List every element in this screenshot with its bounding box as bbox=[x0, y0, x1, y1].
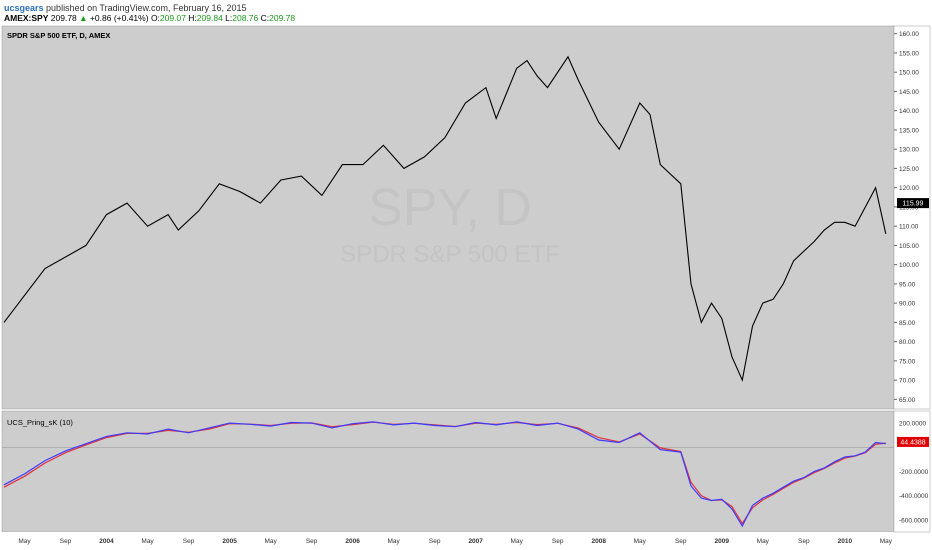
time-axis-label: Sep bbox=[306, 538, 318, 545]
open-label: O: bbox=[150, 13, 160, 23]
time-axis-label: Sep bbox=[60, 538, 72, 545]
price-tick-label: 95.00 bbox=[899, 281, 916, 288]
low-label: L: bbox=[225, 13, 233, 23]
time-axis-label: May bbox=[18, 538, 31, 545]
time-axis-label: Sep bbox=[675, 538, 687, 545]
time-axis-label: Sep bbox=[429, 538, 441, 545]
price-tick-label: 65.00 bbox=[899, 397, 916, 404]
oscillator-tick-label: 200.0000 bbox=[899, 421, 926, 428]
oscillator-main-line[interactable] bbox=[3, 421, 886, 528]
watermark-description: SPDR S&P 500 ETF bbox=[340, 241, 560, 268]
published-text: published on TradingView.com, February 1… bbox=[46, 3, 247, 13]
time-axis-label: 2005 bbox=[222, 538, 237, 545]
price-pane[interactable] bbox=[1, 25, 895, 410]
change-arrow-icon: ▲ bbox=[79, 13, 88, 23]
oscillator-axis[interactable] bbox=[893, 410, 931, 533]
price-tick-label: 155.00 bbox=[899, 50, 919, 57]
oscillator-value-tag: 44.4388 bbox=[897, 436, 929, 447]
price-axis-ticks: 160.00 155.00 150.00 145.00 140.00 135.00 130.… bbox=[894, 31, 919, 404]
price-tick-label: 125.00 bbox=[899, 166, 919, 173]
price-tick-label: 85.00 bbox=[899, 320, 916, 327]
symbol-label: AMEX:SPY bbox=[4, 13, 49, 23]
oscillator-value-tag-box bbox=[897, 436, 929, 447]
price-tick-label: 145.00 bbox=[899, 89, 919, 96]
price-tick-label: 130.00 bbox=[899, 147, 919, 154]
time-axis-label: May bbox=[141, 538, 154, 545]
publisher-name[interactable]: ucsgears bbox=[4, 3, 44, 13]
time-axis[interactable] bbox=[2, 532, 894, 548]
high-label: H: bbox=[188, 13, 197, 23]
oscillator-axis-ticks: 200.0000 -200.0000 -400.0000 -600.0000 bbox=[899, 421, 929, 525]
oscillator-tick-label: -200.0000 bbox=[899, 469, 929, 476]
price-tick-label: 135.00 bbox=[899, 127, 919, 134]
price-tick-label: 100.00 bbox=[899, 262, 919, 269]
last-price-tag-box bbox=[897, 198, 929, 209]
last-price-tag-text: 115.99 bbox=[903, 201, 924, 208]
time-axis-label: Sep bbox=[798, 538, 810, 545]
price-tick-label: 120.00 bbox=[899, 185, 919, 192]
price-tick-label: 140.00 bbox=[899, 108, 919, 115]
time-axis-label: 2006 bbox=[345, 538, 360, 545]
price-tick-label: 160.00 bbox=[899, 31, 919, 38]
last-price-tag: 115.99 bbox=[897, 198, 929, 209]
time-axis-label: 2009 bbox=[715, 538, 730, 545]
time-axis-label: 2008 bbox=[592, 538, 607, 545]
price-chart-title: SPDR S&P 500 ETF, D, AMEX bbox=[7, 31, 110, 40]
time-axis-label: 2004 bbox=[99, 538, 114, 545]
price-series-line[interactable] bbox=[3, 55, 887, 382]
time-axis-label: May bbox=[388, 538, 401, 545]
last-price: 209.78 bbox=[50, 13, 77, 23]
oscillator-tick-label: -600.0000 bbox=[899, 517, 929, 524]
price-tick-label: 75.00 bbox=[899, 358, 916, 365]
time-axis-label: 2010 bbox=[838, 538, 853, 545]
price-tick-label: 90.00 bbox=[899, 301, 916, 308]
price-tick-label: 110.00 bbox=[899, 224, 919, 231]
time-axis-label: Sep bbox=[552, 538, 564, 545]
price-tick-label: 150.00 bbox=[899, 70, 919, 77]
price-tick-label: 105.00 bbox=[899, 243, 919, 250]
time-axis-label: May bbox=[757, 538, 770, 545]
price-tick-label: 70.00 bbox=[899, 378, 916, 385]
time-axis-label: May bbox=[511, 538, 524, 545]
time-axis-label: 2007 bbox=[468, 538, 483, 545]
time-axis-labels: May Sep 2004 May Sep 2005 May Sep 2006 May Sep 2007… bbox=[18, 538, 892, 545]
oscillator-pane[interactable] bbox=[1, 410, 895, 533]
high-value: 209.84 bbox=[196, 13, 223, 23]
oscillator-tick-label: -400.0000 bbox=[899, 493, 929, 500]
open-value: 209.07 bbox=[159, 13, 186, 23]
time-axis-label: May bbox=[634, 538, 647, 545]
change-value: +0.86 (+0.41%) bbox=[89, 13, 149, 23]
time-axis-label: May bbox=[880, 538, 893, 545]
time-axis-label: Sep bbox=[183, 538, 195, 545]
publish-line: ucsgears published on TradingView.com, F… bbox=[4, 3, 247, 13]
oscillator-value-tag-text: 44.4388 bbox=[900, 439, 925, 446]
oscillator-title: UCS_Pring_sK (10) bbox=[7, 418, 73, 427]
time-axis-label: May bbox=[264, 538, 277, 545]
watermark-symbol: SPY, D bbox=[368, 179, 532, 237]
price-axis[interactable] bbox=[893, 25, 931, 410]
price-tick-label: 80.00 bbox=[899, 339, 916, 346]
symbol-quote-line: AMEX:SPY 209.78 ▲ +0.86 (+0.41%) O:209.0… bbox=[4, 13, 295, 23]
close-value: 209.78 bbox=[269, 13, 296, 23]
low-value: 208.76 bbox=[232, 13, 259, 23]
close-label: C: bbox=[260, 13, 270, 23]
